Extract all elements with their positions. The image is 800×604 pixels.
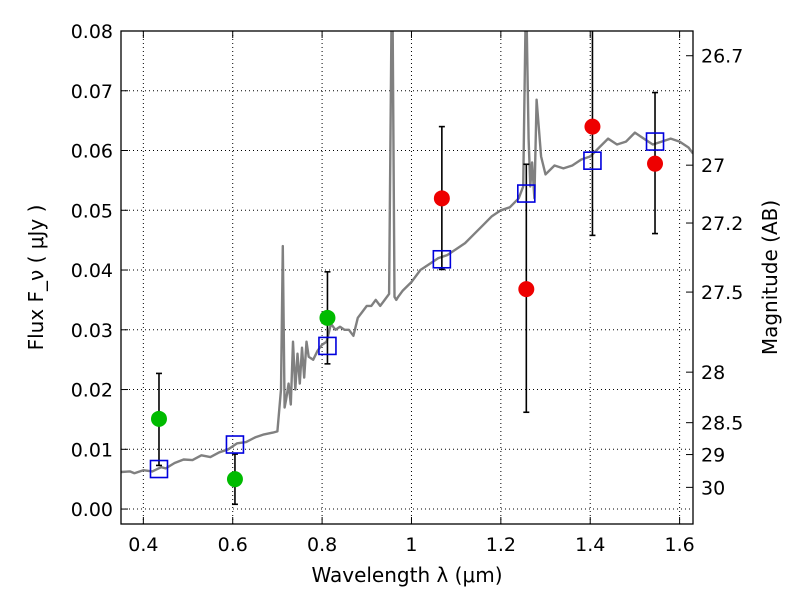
- y-tick-label: 0.00: [71, 499, 113, 521]
- y-tick-label: 0.04: [71, 260, 113, 282]
- observed-point: [584, 118, 601, 135]
- y-tick-label: 0.03: [71, 320, 113, 342]
- y2-axis-label: Magnitude (AB): [758, 200, 782, 355]
- observed-point: [518, 281, 535, 298]
- y2-tick-label: 26.7: [701, 46, 743, 68]
- observed-point: [319, 309, 336, 326]
- observed-point: [433, 190, 450, 207]
- y-tick-label: 0.08: [71, 21, 113, 43]
- y2-tick-label: 27.2: [701, 213, 743, 235]
- spectrum-line: [121, 31, 693, 475]
- y2-axis: 26.7 27 27.2 27.5 28 28.5 29 30: [686, 46, 743, 499]
- y-axis-label: Flux F_ν ( μJy ): [24, 205, 48, 351]
- model-point-square: [149, 459, 169, 479]
- y-tick-label: 0.07: [71, 81, 113, 103]
- y-tick-label: 0.02: [71, 380, 113, 402]
- x-axis-label: Wavelength λ (μm): [311, 563, 502, 587]
- x-tick-label: 0.4: [128, 534, 158, 556]
- x-tick-label: 1.6: [664, 534, 694, 556]
- y2-tick-label: 27.5: [701, 282, 743, 304]
- model-point-square: [432, 249, 452, 269]
- x-tick-label: 1.2: [486, 534, 516, 556]
- plot-frame: [120, 30, 694, 525]
- observed-point: [226, 471, 243, 488]
- model-point-square: [517, 184, 536, 203]
- model-point-square: [583, 151, 602, 170]
- x-tick-label: 0.8: [307, 534, 337, 556]
- model-point-square: [318, 336, 337, 356]
- x-tick-label: 1.4: [575, 534, 605, 556]
- y2-tick-label: 29: [701, 445, 725, 467]
- y2-tick-label: 28: [701, 362, 725, 384]
- y2-tick-label: 27: [701, 155, 725, 177]
- y2-tick-label: 30: [701, 477, 725, 499]
- y-axis: 0.00 0.01 0.02 0.03 0.04 0.05 0.06 0.07 0.08: [71, 21, 128, 521]
- observed-point: [150, 410, 167, 427]
- observed-point: [647, 155, 664, 172]
- y2-tick-label: 28.5: [701, 413, 743, 435]
- plot-layer: [121, 31, 693, 506]
- grid: [121, 30, 693, 524]
- model-point-square: [645, 132, 665, 151]
- y-tick-label: 0.06: [71, 141, 113, 163]
- x-tick-label: 0.6: [218, 534, 248, 556]
- model-point-square: [225, 435, 245, 454]
- y-tick-label: 0.05: [71, 200, 113, 222]
- y-tick-label: 0.01: [71, 439, 113, 461]
- x-tick-label: 1: [405, 534, 417, 556]
- x-axis: 0.4 0.6 0.8 1 1.2 1.4 1.6: [128, 31, 695, 556]
